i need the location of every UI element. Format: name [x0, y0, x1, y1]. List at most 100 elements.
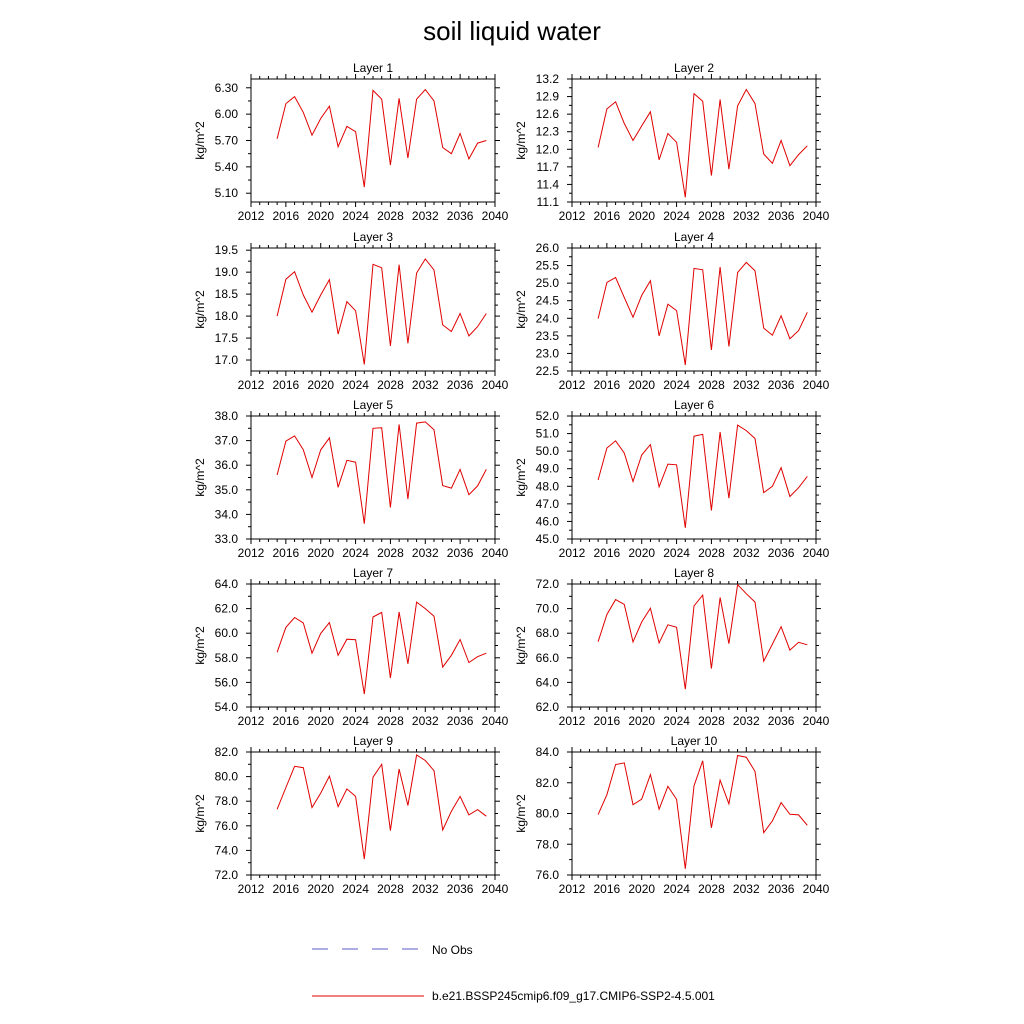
x-tick-label-layer-3: 2024	[342, 378, 369, 392]
series-line-layer-3	[276, 258, 487, 365]
x-tick-label-layer-4: 2040	[803, 378, 830, 392]
y-tick-label-layer-6: 48.0	[536, 479, 560, 493]
x-tick-label-layer-5: 2032	[412, 546, 439, 560]
y-axis-label-layer-2: kg/m^2	[514, 121, 528, 160]
panel-layer-7: Layer 7 2012 2016 2020 2024 2028 2032 2036 2040 5…	[193, 566, 509, 728]
y-axis-label-layer-4: kg/m^2	[514, 290, 528, 329]
x-tick-label-layer-3: 2016	[273, 378, 300, 392]
y-tick-label-layer-7: 60.0	[215, 626, 239, 640]
y-tick-label-layer-6: 50.0	[536, 444, 560, 458]
x-tick-label-layer-5: 2016	[273, 546, 300, 560]
y-tick-label-layer-1: 6.00	[215, 107, 239, 121]
y-tick-label-layer-8: 64.0	[536, 675, 560, 689]
panel-title-layer-1: Layer 1	[353, 61, 393, 75]
x-tick-label-layer-7: 2040	[482, 714, 509, 728]
x-tick-label-layer-1: 2040	[482, 209, 509, 223]
x-tick-label-layer-7: 2020	[307, 714, 334, 728]
y-tick-label-layer-10: 80.0	[536, 807, 560, 821]
x-tick-label-layer-8: 2016	[594, 714, 621, 728]
x-tick-label-layer-4: 2028	[698, 378, 725, 392]
x-tick-label-layer-9: 2028	[377, 882, 404, 896]
panel-title-layer-2: Layer 2	[674, 61, 714, 75]
x-tick-label-layer-10: 2024	[663, 882, 690, 896]
x-tick-label-layer-9: 2040	[482, 882, 509, 896]
y-tick-label-layer-6: 46.0	[536, 514, 560, 528]
y-tick-label-layer-10: 82.0	[536, 776, 560, 790]
x-tick-label-layer-2: 2032	[733, 209, 760, 223]
y-axis-label-layer-6: kg/m^2	[514, 458, 528, 497]
x-tick-label-layer-9: 2016	[273, 882, 300, 896]
x-tick-label-layer-5: 2040	[482, 546, 509, 560]
x-tick-label-layer-6: 2020	[628, 546, 655, 560]
y-tick-label-layer-3: 19.0	[215, 265, 239, 279]
y-tick-label-layer-9: 80.0	[215, 770, 239, 784]
x-tick-label-layer-9: 2032	[412, 882, 439, 896]
x-tick-label-layer-2: 2024	[663, 209, 690, 223]
x-tick-label-layer-10: 2016	[594, 882, 621, 896]
panel-title-layer-7: Layer 7	[353, 566, 393, 580]
series-line-layer-2	[597, 88, 808, 198]
x-tick-label-layer-4: 2036	[768, 378, 795, 392]
x-tick-label-layer-6: 2028	[698, 546, 725, 560]
y-tick-label-layer-5: 35.0	[215, 483, 239, 497]
y-tick-label-layer-2: 11.7	[537, 160, 560, 174]
plot-frame-layer-4	[571, 247, 817, 372]
x-tick-label-layer-4: 2012	[559, 378, 586, 392]
x-tick-label-layer-2: 2016	[594, 209, 621, 223]
y-tick-label-layer-4: 22.5	[536, 364, 560, 378]
legend-label-model-run: b.e21.BSSP245cmip6.f09_g17.CMIP6-SSP2-4.…	[432, 989, 715, 1003]
x-tick-label-layer-6: 2032	[733, 546, 760, 560]
y-tick-label-layer-3: 19.5	[215, 243, 239, 257]
series-line-layer-1	[276, 88, 487, 188]
panel-layer-1: Layer 1 2012 2016 2020 2024 2028 2032 2036 2040 5…	[193, 61, 509, 223]
panel-layer-8: Layer 8 2012 2016 2020 2024 2028 2032 2036 2040 6…	[514, 566, 830, 728]
plot-frame-layer-10	[571, 751, 817, 876]
y-tick-label-layer-6: 49.0	[536, 462, 560, 476]
y-tick-label-layer-9: 72.0	[215, 868, 239, 882]
y-tick-label-layer-9: 78.0	[215, 794, 239, 808]
y-tick-label-layer-1: 5.10	[215, 186, 239, 200]
y-tick-label-layer-5: 33.0	[215, 532, 239, 546]
panel-title-layer-4: Layer 4	[674, 230, 714, 244]
x-tick-label-layer-6: 2016	[594, 546, 621, 560]
y-tick-label-layer-5: 34.0	[215, 507, 239, 521]
y-tick-label-layer-7: 56.0	[215, 675, 239, 689]
y-tick-label-layer-3: 18.5	[215, 287, 239, 301]
y-tick-label-layer-8: 70.0	[536, 602, 560, 616]
y-tick-label-layer-8: 72.0	[536, 577, 560, 591]
x-tick-label-layer-1: 2036	[447, 209, 474, 223]
y-tick-label-layer-4: 25.5	[536, 259, 560, 273]
x-tick-label-layer-2: 2036	[768, 209, 795, 223]
x-tick-label-layer-3: 2032	[412, 378, 439, 392]
panel-title-layer-5: Layer 5	[353, 398, 393, 412]
y-axis-label-layer-7: kg/m^2	[193, 626, 207, 665]
x-tick-label-layer-3: 2040	[482, 378, 509, 392]
plot-frame-layer-8	[571, 583, 817, 708]
panel-layer-5: Layer 5 2012 2016 2020 2024 2028 2032 2036 2040 3…	[193, 398, 509, 560]
x-tick-label-layer-6: 2040	[803, 546, 830, 560]
y-tick-label-layer-7: 58.0	[215, 651, 239, 665]
y-axis-label-layer-10: kg/m^2	[514, 794, 528, 833]
panel-title-layer-10: Layer 10	[671, 734, 718, 748]
x-tick-label-layer-9: 2020	[307, 882, 334, 896]
panel-layer-3: Layer 3 2012 2016 2020 2024 2028 2032 2036 2040 1…	[193, 230, 509, 392]
y-tick-label-layer-6: 47.0	[536, 497, 560, 511]
x-tick-label-layer-7: 2024	[342, 714, 369, 728]
x-tick-label-layer-5: 2012	[238, 546, 265, 560]
panel-layer-10: Layer 10 2012 2016 2020 2024 2028 2032 2036 2040…	[514, 734, 830, 896]
y-tick-label-layer-4: 24.5	[536, 294, 560, 308]
y-tick-label-layer-9: 82.0	[215, 745, 239, 759]
panel-title-layer-3: Layer 3	[353, 230, 393, 244]
y-tick-label-layer-3: 17.5	[215, 331, 239, 345]
panel-layer-6: Layer 6 2012 2016 2020 2024 2028 2032 2036 2040 4…	[514, 398, 830, 560]
y-tick-label-layer-5: 38.0	[215, 409, 239, 423]
x-tick-label-layer-1: 2028	[377, 209, 404, 223]
plot-frame-layer-6	[571, 415, 817, 540]
x-tick-label-layer-1: 2012	[238, 209, 265, 223]
x-tick-label-layer-6: 2012	[559, 546, 586, 560]
x-tick-label-layer-7: 2016	[273, 714, 300, 728]
y-tick-label-layer-4: 26.0	[536, 241, 560, 255]
x-tick-label-layer-10: 2040	[803, 882, 830, 896]
y-axis-label-layer-3: kg/m^2	[193, 290, 207, 329]
